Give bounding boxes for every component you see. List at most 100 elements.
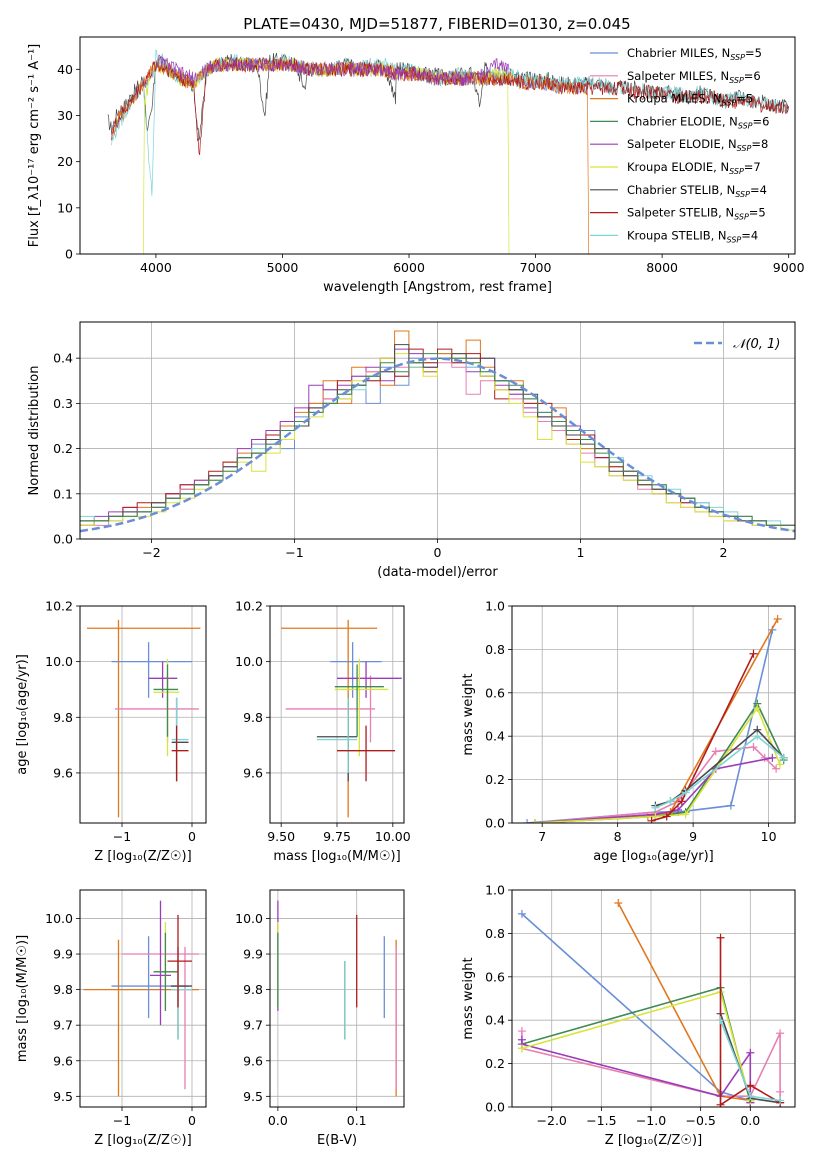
age_z-xtick-label: −1 xyxy=(113,829,131,844)
age_mass-xtick-label: 9.50 xyxy=(267,829,295,844)
weight_z-frame xyxy=(511,889,796,1108)
spectrum-plot-area xyxy=(107,49,790,254)
weight_age-marker-salpeter-elodie xyxy=(674,805,683,814)
spectrum-ytick-label: 0 xyxy=(65,247,73,262)
plot-layer: 4000 5000 6000 7000 8000 9000010203040wavelen… xyxy=(15,36,805,1148)
weight_z-marker-kroupa-stelib xyxy=(746,1092,755,1101)
weight_age-axes: 7 8 9 10 0.0 0.2 0.4 0.6 0.8 1.0 age [log₁₀(age/yr… xyxy=(461,599,796,864)
mass_z-ytick-label: 9.6 xyxy=(53,1053,73,1068)
age_z-xtick-label: 0 xyxy=(188,829,196,844)
mass_z-plot-area xyxy=(83,900,199,1097)
weight_z-marker-salpeter-stelib xyxy=(716,1100,725,1107)
legend-label-chabrier-miles: Chabrier MILES, NSSP=5 xyxy=(627,46,762,62)
residuals-axes: −2 −1 0 1 2 0.0 0.1 0.2 0.3 0.4 (data-model)/error… xyxy=(27,321,796,580)
mass_z-xtick-label: 0 xyxy=(188,1113,196,1128)
spectrum-frame xyxy=(79,36,796,255)
weight_z-marker-kroupa-miles xyxy=(614,899,623,908)
weight_z-ytick-label: 0.0 xyxy=(485,1100,505,1115)
weight_z-line-chabrier-miles xyxy=(521,913,751,1102)
weight_age-line-salpeter-stelib xyxy=(651,653,755,822)
weight_age-marker-chabrier-miles xyxy=(726,801,735,810)
age_z-ytick-label: 9.6 xyxy=(53,765,73,780)
age_z-ytick-label: 10.2 xyxy=(45,599,73,614)
mass_z-ytick-label: 9.9 xyxy=(53,947,73,962)
mass_z-ytick-label: 9.7 xyxy=(53,1018,73,1033)
mass_ebv-axes: 0.0 0.1 9.5 9.6 9.7 9.8 9.9 10.0 E(B-V) xyxy=(235,889,405,1148)
mass_ebv-frame xyxy=(269,889,405,1108)
age_mass-xlabel: mass [log₁₀(M/M☉)] xyxy=(273,849,400,864)
weight_age-ylabel: mass weight xyxy=(461,673,476,755)
spectrum-axes: 4000 5000 6000 7000 8000 9000 0 10 20 30 40 wavelen… xyxy=(27,36,805,295)
age_mass-xtick-label: 9.75 xyxy=(323,829,351,844)
age_mass-axes: 9.50 9.75 10.00 9.6 9.8 10.0 10.2 mass [log₁₀(M… xyxy=(235,599,411,865)
legend-label-chabrier-elodie: Chabrier ELODIE, NSSP=6 xyxy=(627,114,769,130)
mass_ebv-xtick-label: 0.0 xyxy=(268,1113,288,1128)
spectrum-ylabel: Flux [f_λ10⁻¹⁷ erg cm⁻² s⁻¹ A⁻¹] xyxy=(27,44,42,248)
mass_z-ytick-label: 9.5 xyxy=(53,1089,73,1104)
weight_age-ytick-label: 0.2 xyxy=(485,772,505,787)
weight_age-frame xyxy=(511,605,796,824)
weight_age-marker-salpeter-stelib xyxy=(647,816,656,823)
weight_age-line-kroupa-stelib xyxy=(655,735,785,809)
weight_age-xtick-label: 7 xyxy=(538,829,546,844)
weight_age-marker-salpeter-miles xyxy=(772,764,781,773)
spectrum-line-salpeter-elodie xyxy=(155,54,510,86)
spectrum-xtick-label: 4000 xyxy=(140,260,172,275)
legend-label-salpeter-stelib: Salpeter STELIB, NSSP=5 xyxy=(627,206,766,222)
legend-label-kroupa-miles: Kroupa MILES, NSSP=5 xyxy=(627,92,753,108)
weight_age-ytick-label: 0.6 xyxy=(485,685,505,700)
weight_z-marker-chabrier-miles xyxy=(517,909,526,918)
weight_z-marker-salpeter-miles xyxy=(776,1087,785,1096)
weight_age-marker-salpeter-stelib xyxy=(662,812,671,821)
weight_age-marker-salpeter-miles xyxy=(760,753,769,762)
weight_z-plot-area xyxy=(517,899,785,1107)
age_mass-xtick-label: 10.00 xyxy=(375,829,411,844)
mass_ebv-ytick-label: 9.8 xyxy=(243,982,263,997)
weight_age-marker-salpeter-elodie xyxy=(768,753,777,762)
weight_age-marker-salpeter-stelib xyxy=(677,797,686,806)
age_mass-frame xyxy=(269,605,405,824)
normal-curve xyxy=(80,357,795,533)
weight_z-marker-salpeter-miles xyxy=(517,1027,526,1036)
age_z-frame xyxy=(79,605,207,824)
mass_z-axes: −1 0 9.5 9.6 9.7 9.8 9.9 10.0 Z [log₁₀(Z/Z☉)] mas… xyxy=(15,889,207,1148)
weight_z-ylabel: mass weight xyxy=(461,957,476,1039)
weight_z-marker-kroupa-elodie xyxy=(517,1044,526,1053)
weight_z-marker-salpeter-elodie xyxy=(746,1048,755,1057)
mass_ebv-xtick-label: 0.1 xyxy=(347,1113,367,1128)
mass_ebv-xlabel: E(B-V) xyxy=(317,1133,357,1148)
weight_age-marker-salpeter-stelib xyxy=(749,649,758,658)
weight_age-marker-chabrier-miles xyxy=(523,819,532,823)
residuals-ytick-label: 0.3 xyxy=(53,396,73,411)
weight_age-marker-kroupa-stelib xyxy=(753,732,762,741)
residuals-ytick-label: 0.1 xyxy=(53,486,73,501)
weight_z-marker-kroupa-stelib xyxy=(716,1016,725,1025)
age_z-ytick-label: 9.8 xyxy=(53,710,73,725)
residuals-plot-area xyxy=(80,330,795,533)
normal-legend-label: 𝒩(0, 1) xyxy=(733,337,780,352)
mass_ebv-ytick-label: 10.0 xyxy=(235,911,263,926)
figure-title: PLATE=0430, MJD=51877, FIBERID=0130, z=0… xyxy=(243,15,630,33)
age_mass-plot-area xyxy=(281,619,402,818)
residuals-ytick-label: 0.0 xyxy=(53,532,73,547)
age_z-ytick-label: 10.0 xyxy=(45,654,73,669)
weight_z-axes: −2.0 −1.5 −1.0 −0.5 0.0 0.0 0.2 0.4 0.6 0.8 1.0 Z [… xyxy=(461,883,796,1148)
weight_z-ytick-label: 0.2 xyxy=(485,1056,505,1071)
spectrum-ytick-label: 20 xyxy=(57,154,73,169)
spectrum-xtick-label: 5000 xyxy=(267,260,299,275)
weight_age-xtick-label: 8 xyxy=(614,829,622,844)
weight_age-ytick-label: 0.4 xyxy=(485,729,505,744)
residuals-xtick-label: −2 xyxy=(142,545,160,560)
legend-label-chabrier-stelib: Chabrier STELIB, NSSP=4 xyxy=(627,183,767,199)
weight_age-marker-kroupa-stelib xyxy=(779,753,788,762)
age_mass-ytick-label: 9.6 xyxy=(243,765,263,780)
weight_z-ytick-label: 0.4 xyxy=(485,1013,505,1028)
spectrum-line-kroupa-elodie xyxy=(142,57,510,254)
spectrum-ytick-label: 30 xyxy=(57,108,73,123)
weight_age-ytick-label: 1.0 xyxy=(485,599,505,614)
mass_z-ytick-label: 9.8 xyxy=(53,982,73,997)
weight_age-xtick-label: 9 xyxy=(689,829,697,844)
age_mass-ytick-label: 9.8 xyxy=(243,710,263,725)
mass_ebv-plot-area xyxy=(277,900,397,1097)
residuals-xtick-label: 2 xyxy=(720,545,728,560)
